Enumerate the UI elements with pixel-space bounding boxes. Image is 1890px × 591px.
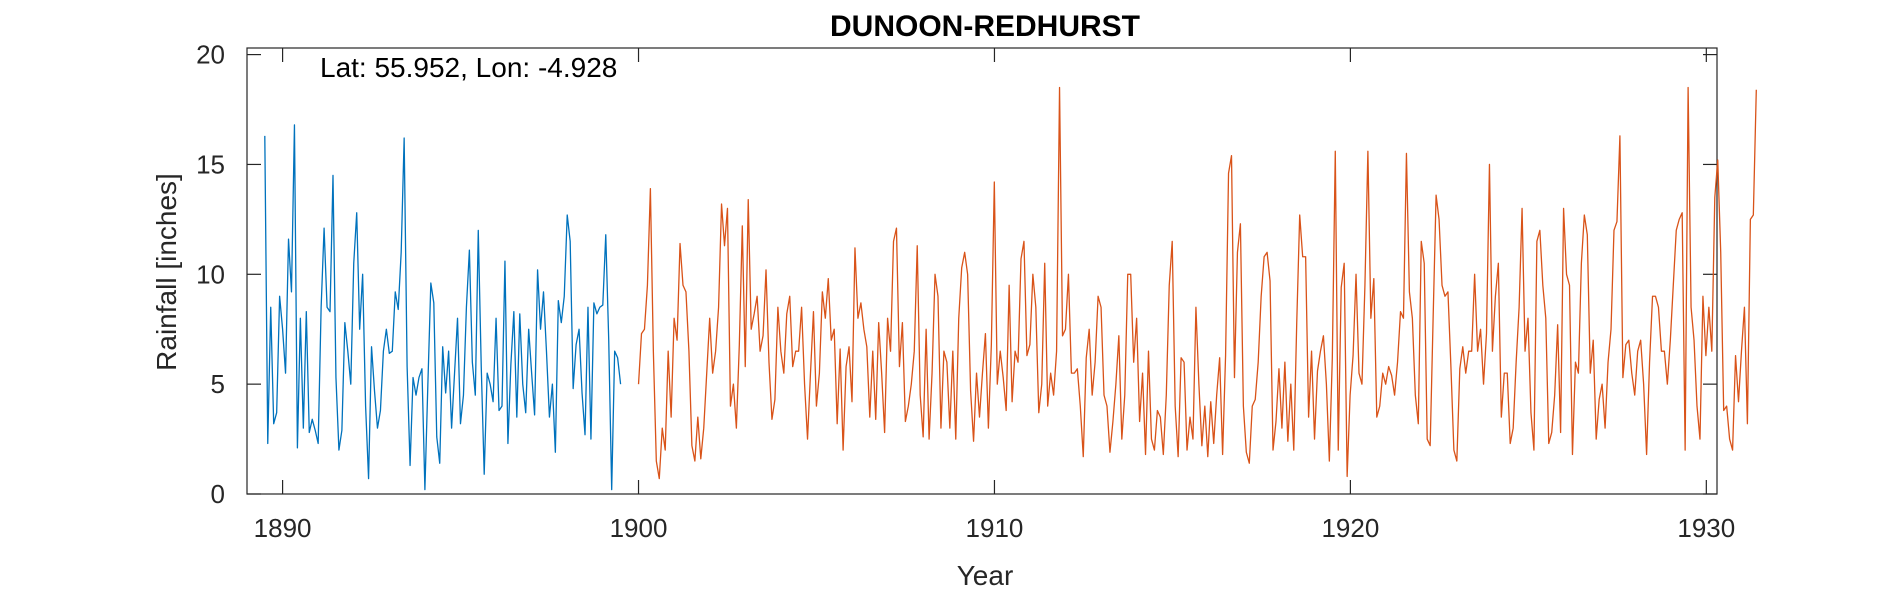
series-line-1 bbox=[264, 124, 622, 491]
chart-title: DUNOON-REDHURST bbox=[830, 10, 1140, 43]
y-tick-label: 15 bbox=[196, 149, 225, 179]
x-tick-label: 1930 bbox=[1677, 513, 1735, 543]
x-tick-label: 1920 bbox=[1321, 513, 1379, 543]
x-tick-label: 1890 bbox=[254, 513, 312, 543]
y-tick-label: 5 bbox=[211, 369, 225, 399]
location-annotation: Lat: 55.952, Lon: -4.928 bbox=[320, 52, 617, 83]
series-line-2 bbox=[637, 86, 1757, 480]
y-tick-label: 20 bbox=[196, 40, 225, 70]
plot-box bbox=[246, 47, 1718, 495]
plot-frame bbox=[246, 47, 1718, 495]
y-tick-label: 10 bbox=[196, 259, 225, 289]
y-axis-ticks: 0 5 10 15 20 bbox=[196, 40, 1717, 509]
y-axis-label: Rainfall [inches] bbox=[151, 173, 182, 371]
x-axis-label: Year bbox=[957, 560, 1014, 591]
series-layer bbox=[264, 86, 1757, 491]
x-tick-label: 1900 bbox=[610, 513, 668, 543]
y-tick-label: 0 bbox=[211, 479, 225, 509]
x-axis-ticks: 1890 1900 1910 1920 1930 bbox=[254, 48, 1735, 543]
x-tick-label: 1910 bbox=[966, 513, 1024, 543]
